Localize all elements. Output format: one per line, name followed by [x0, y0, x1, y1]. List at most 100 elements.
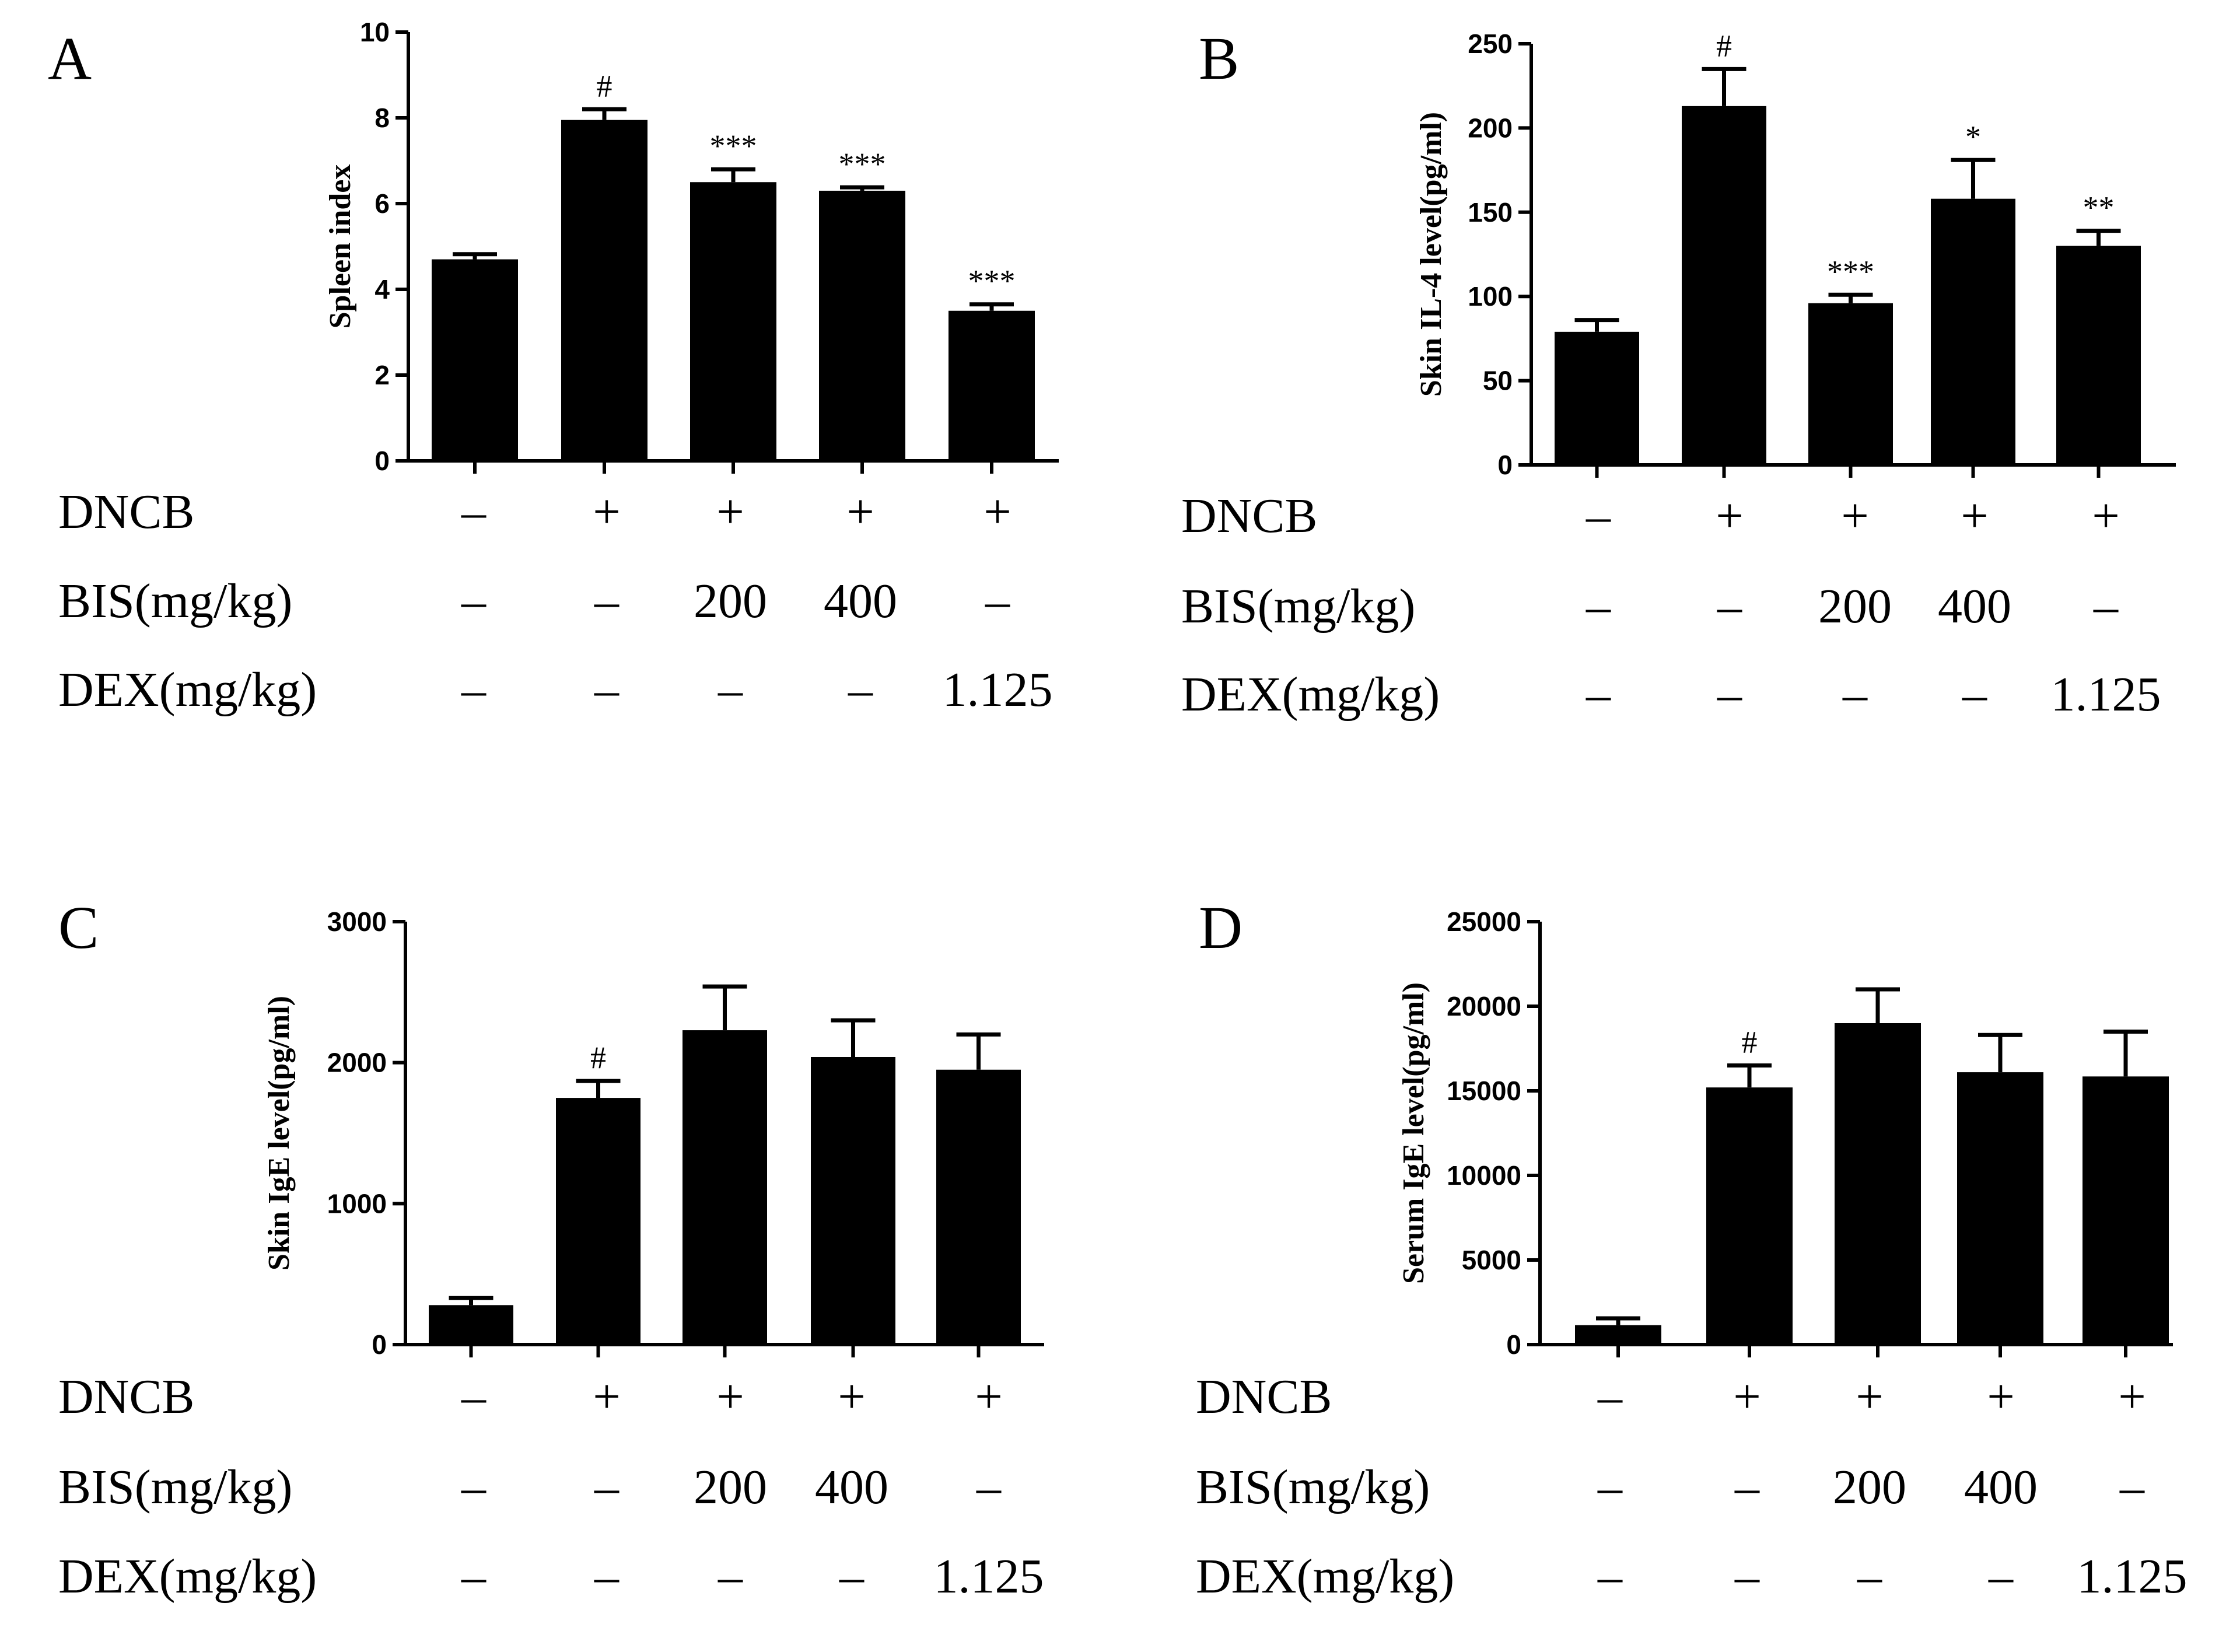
treatment-cell: – — [461, 1460, 487, 1514]
significance-mark: *** — [839, 146, 886, 181]
treatment-cell: – — [461, 1549, 487, 1604]
bar — [1555, 331, 1639, 465]
y-tick-label: 6 — [374, 188, 390, 219]
y-tick-label: 0 — [1506, 1329, 1521, 1360]
treatment-cell: + — [1961, 489, 1988, 543]
treatment-cell: + — [593, 1370, 620, 1424]
treatment-cell: 200 — [694, 1460, 767, 1514]
treatment-cell: + — [1841, 489, 1868, 543]
treatment-cell: – — [594, 574, 620, 628]
treatment-cell: – — [1962, 667, 1987, 722]
y-tick-label: 0 — [1497, 450, 1513, 480]
y-axis-title: Serum IgE level(pg/ml) — [1397, 982, 1430, 1284]
treatment-cell: + — [2092, 489, 2119, 543]
y-tick-label: 25000 — [1447, 907, 1521, 937]
treatment-cell: + — [984, 485, 1011, 539]
y-tick-label: 150 — [1468, 197, 1513, 228]
bar — [1931, 198, 2015, 465]
treatment-cell: – — [985, 574, 1010, 628]
treatment-row-label: DEX(mg/kg) — [58, 663, 317, 717]
treatment-cell: + — [1716, 489, 1743, 543]
panel-label: B — [1199, 25, 1239, 92]
bar — [936, 1069, 1021, 1345]
significance-mark: # — [597, 68, 612, 103]
panel-label: C — [58, 894, 99, 961]
treatment-cell: – — [718, 1549, 743, 1604]
significance-mark: # — [1742, 1025, 1758, 1060]
treatment-cell: – — [1734, 1460, 1760, 1514]
significance-mark: * — [1965, 119, 1981, 154]
y-tick-label: 0 — [374, 446, 390, 476]
treatment-cell: + — [1987, 1370, 2014, 1424]
significance-mark: *** — [710, 128, 757, 163]
treatment-cell: 400 — [1964, 1460, 2038, 1514]
treatment-row-label: BIS(mg/kg) — [1181, 579, 1415, 634]
treatment-row-label: BIS(mg/kg) — [1196, 1460, 1430, 1514]
treatment-cell: – — [2093, 579, 2119, 634]
treatment-cell: 200 — [694, 574, 767, 628]
y-axis-title: Skin IL-4 level(pg/ml) — [1415, 112, 1448, 397]
treatment-row-label: DNCB — [1181, 489, 1317, 543]
panel-label: D — [1199, 894, 1242, 961]
y-tick-label: 3000 — [327, 907, 387, 937]
treatment-cell: + — [716, 1370, 744, 1424]
y-tick-label: 2 — [374, 360, 390, 390]
panel-c: C 0 1000 2000 3000 Skin IgE level(pg/ml) # DNCB… — [58, 894, 1044, 1604]
bar — [1575, 1325, 1661, 1345]
y-tick-label: 2000 — [327, 1048, 387, 1078]
treatment-cell: 1.125 — [934, 1549, 1044, 1604]
treatment-row-label: DEX(mg/kg) — [1181, 667, 1440, 722]
bar — [2082, 1076, 2169, 1345]
treatment-cell: – — [461, 574, 487, 628]
panel-b: B 0 50 100 150 200 250 Skin IL-4 level(pg/ml) # *… — [1181, 25, 2176, 722]
treatment-row-label: DEX(mg/kg) — [58, 1549, 317, 1604]
treatment-cell: – — [1857, 1549, 1882, 1604]
treatment-cell: – — [718, 663, 743, 717]
bar — [1957, 1072, 2043, 1345]
bar — [811, 1057, 895, 1345]
y-tick-label: 5000 — [1462, 1245, 1521, 1275]
bar — [682, 1030, 767, 1345]
treatment-cell: + — [1856, 1370, 1883, 1424]
y-tick-label: 4 — [374, 274, 390, 304]
bar — [1706, 1087, 1793, 1345]
panel-a: A 0 2 4 6 8 10 Spleen index # *** *** *** DNCB – + + + + B… — [48, 17, 1059, 717]
bar — [690, 182, 776, 461]
y-tick-label: 1000 — [327, 1188, 387, 1219]
y-tick-label: 15000 — [1447, 1076, 1521, 1106]
treatment-cell: + — [838, 1370, 865, 1424]
treatment-cell: 1.125 — [2051, 667, 2161, 722]
bar — [432, 259, 518, 461]
treatment-cell: + — [975, 1370, 1002, 1424]
treatment-cell: – — [1734, 1549, 1760, 1604]
bar — [429, 1305, 513, 1345]
treatment-cell: – — [1597, 1549, 1623, 1604]
treatment-cell: – — [1597, 1460, 1623, 1514]
treatment-row-label: DEX(mg/kg) — [1196, 1549, 1454, 1604]
treatment-cell: – — [1717, 667, 1742, 722]
treatment-cell: – — [1597, 1370, 1623, 1424]
treatment-cell: – — [1586, 579, 1611, 634]
treatment-cell: – — [594, 1549, 620, 1604]
y-tick-label: 100 — [1468, 281, 1513, 312]
treatment-cell: – — [976, 1460, 1002, 1514]
treatment-row-label: DNCB — [1196, 1370, 1332, 1424]
significance-mark: # — [590, 1040, 606, 1075]
treatment-cell: + — [846, 485, 874, 539]
y-tick-label: 200 — [1468, 113, 1513, 143]
significance-mark: # — [1716, 28, 1732, 63]
y-tick-label: 10 — [360, 17, 390, 47]
treatment-cell: + — [2118, 1370, 2146, 1424]
treatment-row-label: DNCB — [58, 1370, 194, 1424]
treatment-cell: – — [1717, 579, 1742, 634]
significance-mark: *** — [1827, 254, 1874, 289]
bar — [556, 1098, 640, 1345]
significance-mark: *** — [968, 264, 1016, 299]
treatment-cell: – — [594, 1460, 620, 1514]
y-tick-label: 20000 — [1447, 991, 1521, 1021]
treatment-cell: 400 — [1938, 579, 2011, 634]
treatment-cell: – — [1586, 667, 1611, 722]
significance-mark: ** — [2083, 190, 2115, 225]
treatment-row-label: BIS(mg/kg) — [58, 574, 292, 628]
